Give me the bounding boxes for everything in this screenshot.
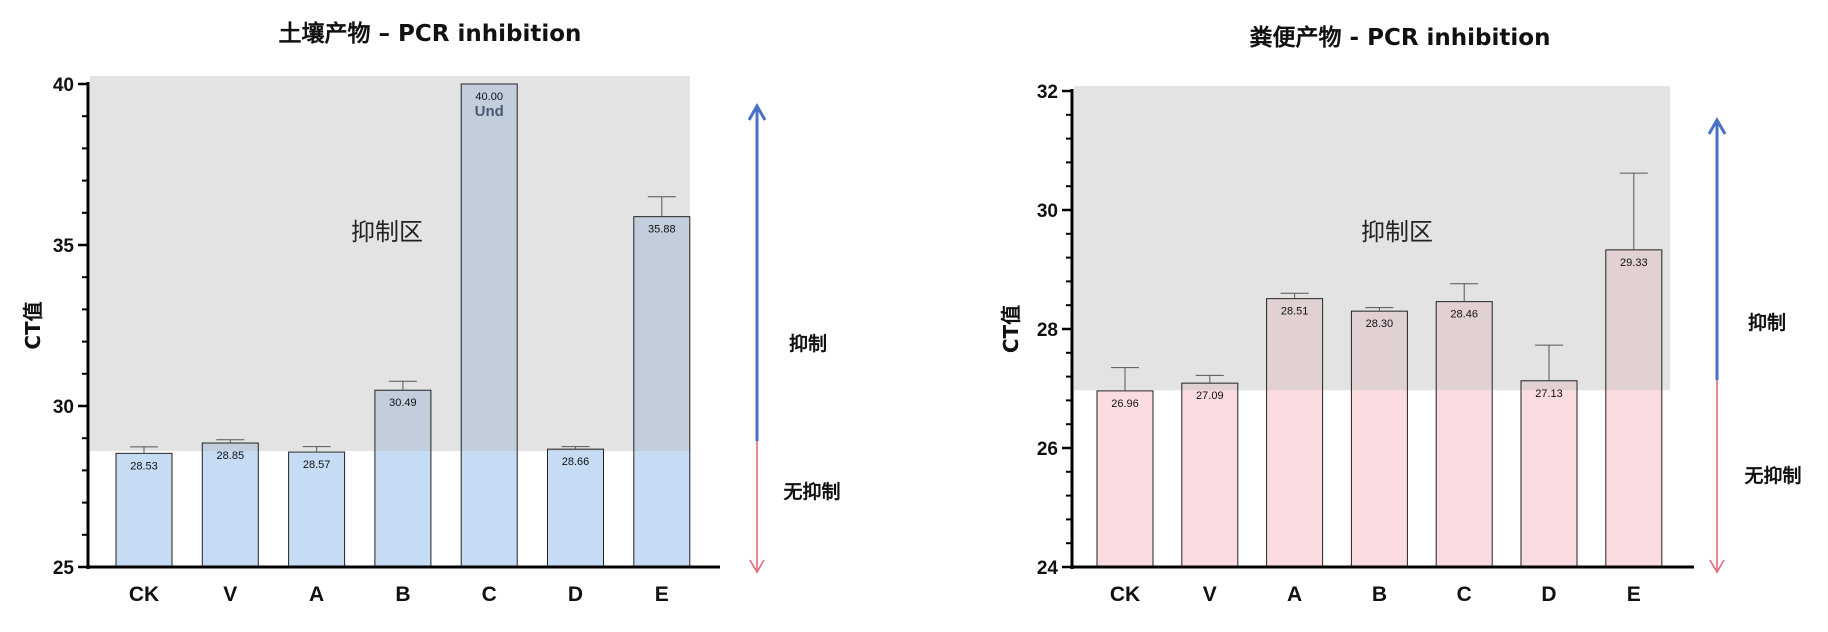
inhibition-zone [90,76,690,452]
bar-group: 28.30 B [1350,307,1408,606]
arrow-down-head [749,559,765,574]
bar [202,443,259,567]
chart-1: 28.53 CK 28.85 V 28.57 A 30.49 B 40.00 C 28.66 D 35.… [21,20,841,606]
value-label: 27.09 [1196,390,1224,402]
bar-zone-overlay [1266,298,1323,391]
bar-group: 29.33 E [1605,172,1663,606]
y-tick-label: 40 [53,75,74,96]
x-tick-label: A [1287,583,1302,606]
arrow-up-head [1707,116,1727,135]
value-label: 28.30 [1366,318,1394,330]
value-label: 35.88 [648,224,676,236]
chart-title: 粪便产物 - PCR inhibition [1250,24,1551,51]
arrow-up-head [747,102,767,121]
bar [1521,380,1577,567]
x-tick-label: E [1627,583,1641,606]
bar-group: 28.46 C [1435,283,1493,606]
bar-group: 28.51 A [1266,292,1324,606]
bar-group: 27.09 V [1181,374,1239,606]
bar-group: 28.57 A [288,446,346,606]
y-tick-label: 30 [1037,201,1058,222]
bar [116,453,172,567]
zone-label: 抑制区 [351,218,423,246]
bar-group: 28.85 V [201,439,259,606]
value-label: 30.49 [389,397,417,409]
bar-group: 27.13 D [1520,344,1578,606]
y-axis-label: CT值 [21,301,45,349]
x-tick-label: V [223,583,237,606]
bar [288,452,345,567]
bar-group: 30.49 B [374,380,432,606]
annotation-label: Und [475,103,504,120]
bar-zone-overlay [547,449,604,452]
side-arrow [747,102,767,574]
arrow-up-label: 抑制 [789,332,827,355]
x-tick-label: D [1541,583,1556,606]
value-label: 28.53 [130,460,158,472]
y-tick-label: 35 [53,236,75,257]
bar-group: 28.66 D [547,446,604,606]
bar-group: 26.96 CK [1096,367,1154,606]
value-label: 29.33 [1620,257,1648,269]
y-tick-label: 30 [53,397,74,418]
y-tick-label: 25 [53,558,75,579]
value-label: 26.96 [1111,398,1139,410]
bar-zone-overlay [1351,311,1408,391]
bar-group: 35.88 E [633,196,691,606]
bar-zone-overlay [1436,301,1493,391]
y-tick-label: 32 [1037,82,1058,103]
side-arrow [1707,116,1727,574]
x-tick-label: B [1372,583,1387,606]
bar-zone-overlay [1521,380,1577,391]
value-label: 40.00 [475,91,503,103]
chart-2: 26.96 CK 27.09 V 28.51 A 28.30 B 28.46 C 27.13 D 29.… [999,24,1802,606]
bar-zone-overlay [1605,249,1662,391]
x-tick-label: CK [1110,583,1140,606]
arrow-down-label: 无抑制 [1744,464,1801,487]
bar-zone-overlay [1181,383,1238,391]
x-tick-label: B [395,583,410,606]
bar [547,449,604,567]
bar-zone-overlay [374,390,431,452]
bar-zone-overlay [202,443,259,452]
value-label: 28.66 [562,456,590,468]
bar-zone-overlay [633,216,690,452]
bar-zone-overlay [461,84,518,452]
x-tick-label: C [1457,583,1472,606]
value-label: 28.85 [217,450,245,462]
y-tick-label: 28 [1037,320,1058,341]
bar [1181,383,1238,567]
arrow-down-head [1709,559,1725,574]
value-label: 28.46 [1450,309,1478,321]
y-tick-label: 24 [1037,558,1059,579]
x-tick-label: C [482,583,497,606]
x-tick-label: D [568,583,583,606]
arrow-up-label: 抑制 [1748,311,1786,334]
chart-title: 土壤产物 – PCR inhibition [279,20,582,47]
x-tick-label: CK [129,583,159,606]
bar-group: 28.53 CK [115,446,173,606]
value-label: 28.51 [1281,306,1309,318]
x-tick-label: E [655,583,669,606]
arrow-down-label: 无抑制 [783,480,840,503]
value-label: 27.13 [1535,388,1563,400]
x-tick-label: V [1203,583,1217,606]
bar-group: 40.00 C [460,83,518,606]
y-axis-label: CT值 [999,305,1023,353]
zone-label: 抑制区 [1361,218,1433,246]
x-tick-label: A [309,583,324,606]
y-tick-label: 26 [1037,439,1058,460]
value-label: 28.57 [303,459,331,471]
bar [1097,390,1153,567]
